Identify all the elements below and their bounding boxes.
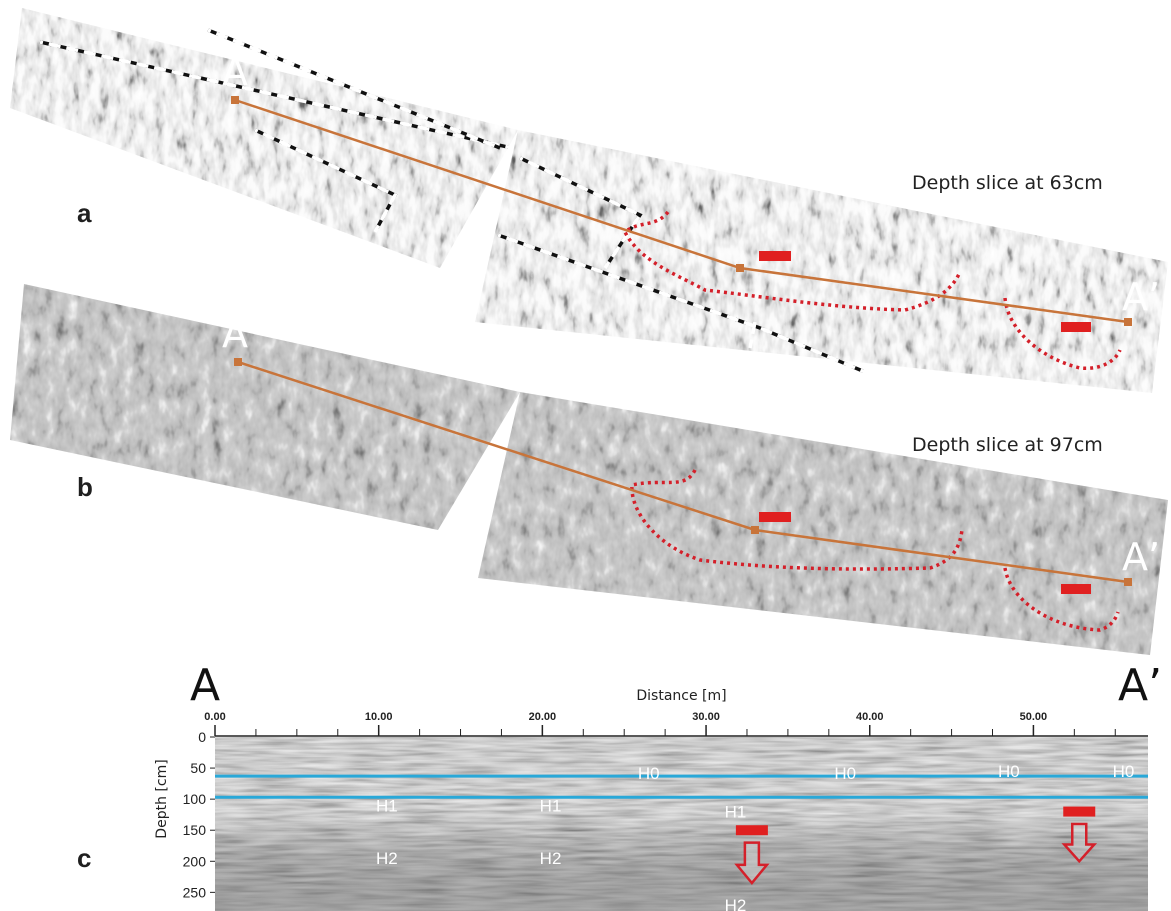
y-tick-label: 150 (183, 822, 207, 838)
radargram-axes: 0.00 10.00 20.00 30.00 40.00 50.00 Distance [m… (154, 688, 1148, 900)
horizon-label: H2 (725, 896, 747, 911)
horizon-label: H0 (638, 764, 660, 783)
y-axis-title: Depth [cm] (154, 759, 170, 838)
panel-letter-c: c (77, 843, 92, 873)
slice-a-anomaly-outlines (622, 210, 1122, 371)
slice-b-anomaly-outlines (630, 469, 1120, 632)
slice-a-left-block (10, 8, 518, 268)
slice-b-anomaly-markers (759, 512, 1091, 594)
slice-title-a: Depth slice at 63cm (912, 172, 1103, 194)
panel-letter-b: b (77, 472, 93, 502)
x-tick-label: 20.00 (529, 711, 557, 723)
y-tick-label: 0 (198, 729, 206, 745)
radargram-depth-fade (215, 737, 1148, 911)
slice-a-anomaly-markers (759, 251, 1091, 332)
slice-b-start-label: A (222, 312, 248, 356)
radargram-start-label: A (190, 660, 221, 711)
down-arrow-icon (1061, 822, 1098, 864)
anomaly-marker (1063, 806, 1096, 817)
horizon-label: H1 (725, 803, 747, 822)
y-tick-label: 250 (183, 884, 207, 900)
slice-a-end-label: A’ (1122, 275, 1161, 319)
slice-b-end-label: A’ (1122, 535, 1161, 579)
x-axis-title: Distance [m] (636, 688, 726, 704)
radargram-panel: H0 H0 H0 H0 H1 H1 H1 H2 H2 H2 0.00 10.00 20.00 30.00… (154, 688, 1148, 911)
horizon-label: H0 (834, 764, 856, 783)
slice-title-b: Depth slice at 97cm (912, 434, 1103, 456)
x-tick-label: 50.00 (1020, 711, 1048, 723)
anomaly-marker (735, 825, 768, 836)
slice-a-right-block (475, 130, 1168, 393)
down-arrow-icon (734, 841, 770, 885)
horizon-label: H2 (540, 849, 562, 868)
horizon-label: H2 (376, 849, 398, 868)
x-tick-label: 30.00 (692, 711, 720, 723)
horizon-label: H1 (540, 796, 562, 815)
horizon-label: H0 (998, 762, 1020, 781)
slice-b-profile-line (234, 358, 1132, 586)
y-tick-label: 200 (183, 853, 207, 869)
panel-letter-a: a (77, 198, 92, 228)
radargram-annotations: H0 H0 H0 H0 H1 H1 H1 H2 H2 H2 (215, 762, 1148, 911)
x-tick-label: 40.00 (856, 711, 884, 723)
horizon-label: H1 (376, 796, 398, 815)
slice-a-start-label: A (222, 50, 248, 94)
slice-a-boundaries (39, 28, 866, 374)
x-tick-label: 10.00 (365, 711, 393, 723)
x-tick-label: 0.00 (204, 711, 225, 723)
slice-a-profile-line (231, 96, 1132, 326)
horizon-label: H0 (1113, 762, 1135, 781)
radargram-end-label: A’ (1118, 660, 1163, 711)
y-tick-label: 100 (183, 791, 207, 807)
y-tick-label: 50 (190, 760, 206, 776)
